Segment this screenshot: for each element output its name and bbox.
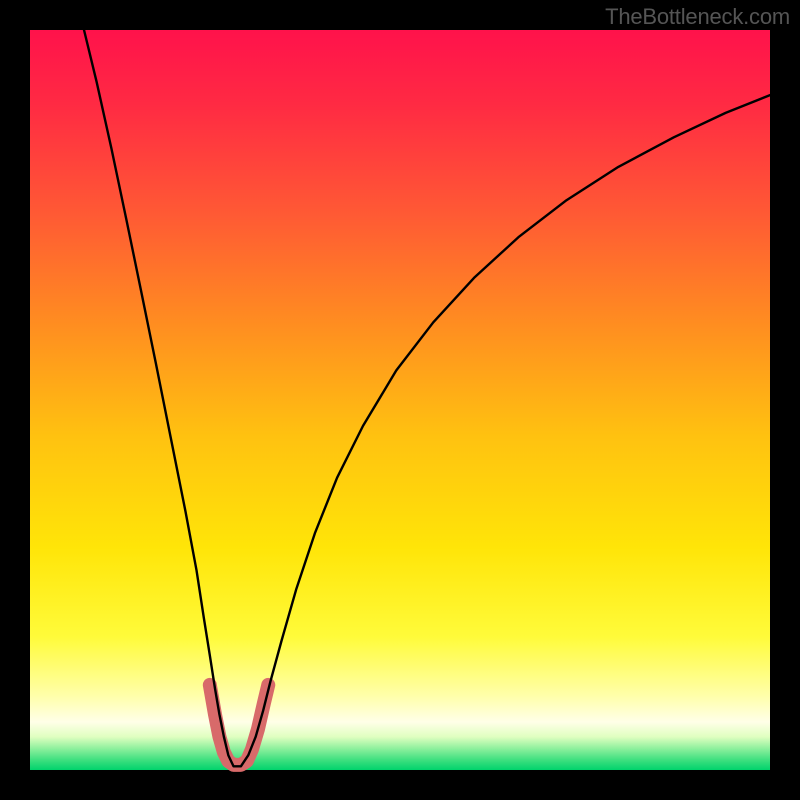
figure-canvas: TheBottleneck.com — [0, 0, 800, 800]
gradient-background — [30, 30, 770, 770]
plot-area — [30, 30, 770, 770]
watermark-text: TheBottleneck.com — [605, 4, 790, 30]
bottleneck-chart — [30, 30, 770, 770]
